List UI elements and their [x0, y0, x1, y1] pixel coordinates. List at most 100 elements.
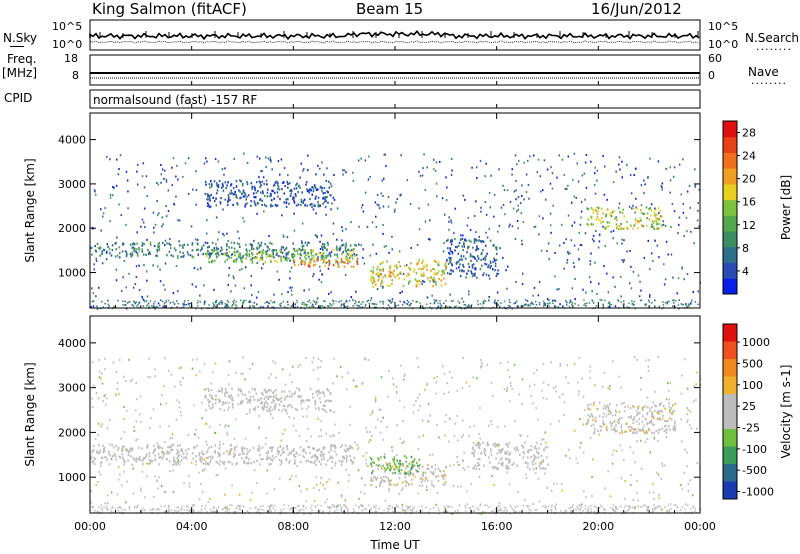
- freq-bottom-tick: 8: [72, 69, 79, 82]
- scatter-pixel: [565, 376, 567, 379]
- scatter-pixel: [479, 358, 482, 361]
- echo-pixel: [324, 191, 326, 195]
- echo-pixel: [199, 249, 202, 252]
- scatter-pixel: [233, 277, 235, 280]
- echo-pixel: [380, 480, 382, 483]
- echo-pixel: [102, 306, 104, 308]
- echo-pixel: [227, 198, 230, 201]
- scatter-pixel: [330, 291, 332, 294]
- scatter-pixel: [526, 435, 529, 438]
- echo-pixel: [220, 246, 223, 249]
- scatter-pixel: [424, 189, 426, 192]
- echo-pixel: [586, 421, 589, 424]
- echo-pixel: [443, 511, 445, 513]
- echo-pixel: [384, 470, 386, 473]
- scatter-pixel: [365, 458, 367, 461]
- echo-pixel: [285, 252, 287, 255]
- scatter-pixel: [525, 173, 528, 176]
- echo-pixel: [274, 204, 277, 207]
- echo-pixel: [347, 447, 350, 450]
- scatter-pixel: [235, 445, 238, 448]
- scatter-pixel: [672, 427, 674, 430]
- echo-pixel: [439, 300, 441, 302]
- scatter-pixel: [92, 292, 95, 295]
- echo-pixel: [336, 260, 339, 264]
- scatter-pixel: [518, 159, 520, 162]
- scatter-pixel: [286, 395, 289, 398]
- echo-pixel: [674, 429, 676, 432]
- scatter-pixel: [490, 423, 493, 426]
- echo-pixel: [239, 504, 241, 507]
- echo-pixel: [643, 429, 645, 432]
- scatter-pixel: [603, 193, 606, 196]
- scatter-pixel: [682, 202, 684, 205]
- scatter-pixel: [621, 449, 623, 452]
- scatter-pixel: [686, 406, 688, 409]
- echo-pixel: [609, 402, 611, 406]
- scatter-pixel: [630, 415, 632, 418]
- echo-pixel: [381, 478, 384, 482]
- echo-pixel: [324, 404, 326, 407]
- echo-pixel: [459, 306, 462, 309]
- echo-pixel: [485, 263, 488, 266]
- scatter-pixel: [621, 416, 623, 419]
- scatter-pixel: [489, 260, 492, 263]
- scatter-pixel: [566, 301, 568, 304]
- echo-pixel: [418, 267, 420, 270]
- echo-pixel: [615, 424, 617, 427]
- scatter-pixel: [178, 401, 180, 404]
- echo-pixel: [270, 199, 273, 202]
- scatter-pixel: [148, 357, 150, 360]
- scatter-pixel: [503, 509, 505, 512]
- echo-pixel: [603, 508, 606, 510]
- scatter-pixel: [551, 172, 554, 175]
- echo-pixel: [244, 253, 247, 256]
- scatter-pixel: [512, 207, 515, 210]
- echo-pixel: [229, 504, 231, 506]
- echo-pixel: [633, 224, 636, 227]
- scatter-pixel: [368, 441, 370, 444]
- scatter-pixel: [371, 435, 373, 437]
- scatter-pixel: [222, 442, 225, 445]
- echo-pixel: [131, 252, 134, 255]
- echo-pixel: [248, 391, 250, 394]
- scatter-pixel: [538, 500, 541, 503]
- echo-pixel: [215, 253, 217, 256]
- echo-pixel: [123, 463, 125, 466]
- echo-pixel: [302, 244, 305, 247]
- scatter-pixel: [172, 292, 175, 294]
- echo-pixel: [516, 300, 518, 302]
- scatter-pixel: [110, 491, 113, 494]
- scatter-pixel: [351, 447, 354, 450]
- echo-pixel: [681, 506, 683, 509]
- echo-pixel: [594, 505, 596, 507]
- scatter-pixel: [612, 360, 614, 363]
- echo-pixel: [354, 254, 356, 257]
- echo-pixel: [111, 444, 113, 447]
- scatter-pixel: [424, 220, 427, 223]
- scatter-pixel: [349, 423, 351, 426]
- scatter-pixel: [497, 230, 499, 233]
- scatter-pixel: [270, 389, 272, 392]
- scatter-pixel: [233, 157, 235, 160]
- echo-pixel: [422, 306, 424, 308]
- echo-pixel: [393, 458, 396, 461]
- echo-pixel: [306, 188, 308, 191]
- echo-pixel: [186, 452, 188, 455]
- scatter-pixel: [445, 176, 447, 179]
- scatter-pixel: [378, 207, 381, 210]
- echo-pixel: [209, 394, 211, 397]
- scatter-pixel: [456, 461, 459, 464]
- echo-pixel: [539, 467, 542, 470]
- scatter-pixel: [422, 434, 424, 437]
- echo-pixel: [572, 508, 575, 510]
- scatter-pixel: [443, 392, 446, 395]
- echo-pixel: [473, 256, 475, 259]
- echo-pixel: [335, 453, 338, 456]
- echo-pixel: [163, 505, 166, 507]
- echo-pixel: [672, 305, 674, 307]
- scatter-pixel: [520, 305, 523, 308]
- scatter-pixel: [686, 387, 689, 390]
- echo-pixel: [403, 470, 406, 473]
- echo-pixel: [361, 306, 364, 308]
